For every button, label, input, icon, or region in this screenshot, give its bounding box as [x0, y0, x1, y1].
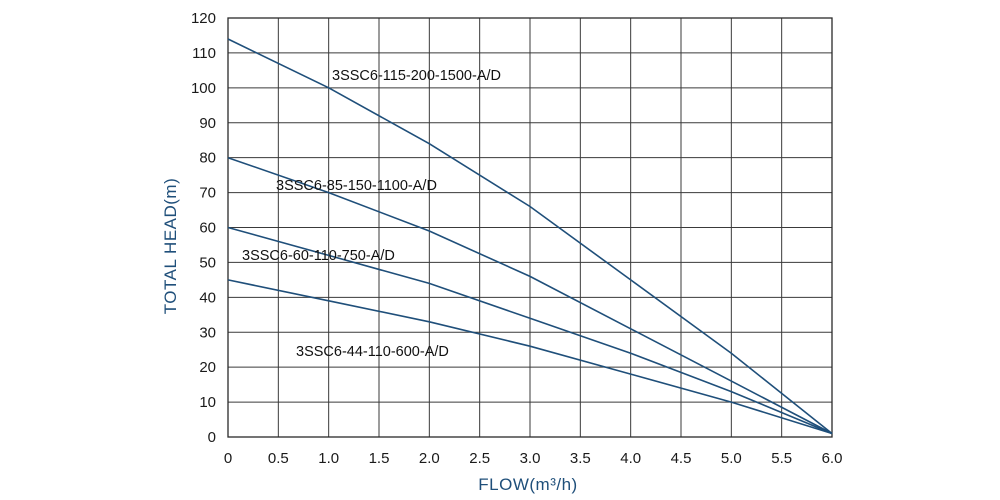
x-tick-label: 5.0 — [721, 450, 742, 467]
y-tick-label: 120 — [191, 10, 216, 27]
y-tick-label: 110 — [192, 45, 216, 62]
series-label-2: 3SSC6-85-150-1100-A/D — [276, 178, 437, 194]
y-tick-label: 80 — [199, 150, 216, 167]
series-line-4 — [227, 279, 833, 435]
series-lines — [227, 38, 833, 435]
y-tick-label: 100 — [191, 80, 216, 97]
x-tick-label: 1.0 — [318, 450, 339, 467]
x-tick-label: 0 — [224, 450, 232, 467]
y-tick-label: 60 — [199, 220, 216, 237]
y-tick-label: 20 — [199, 359, 216, 376]
x-tick-label: 2.0 — [419, 450, 440, 467]
y-tick-label: 90 — [199, 115, 216, 132]
series-line-1 — [227, 38, 833, 435]
y-tick-label: 10 — [199, 394, 216, 411]
y-axis-ticks: 0 10 20 30 40 50 60 70 80 90 100 110 120 — [191, 10, 216, 446]
x-tick-label: 2.5 — [469, 450, 490, 467]
x-tick-label: 0.5 — [268, 450, 289, 467]
y-tick-label: 70 — [199, 185, 216, 202]
x-tick-label: 3.5 — [570, 450, 591, 467]
x-tick-label: 4.0 — [620, 450, 641, 467]
y-tick-label: 30 — [199, 324, 216, 341]
x-tick-label: 3.0 — [520, 450, 541, 467]
y-tick-label: 40 — [199, 289, 216, 306]
x-tick-label: 6.0 — [822, 450, 843, 467]
series-labels: 3SSC6-115-200-1500-A/D 3SSC6-85-150-1100… — [242, 68, 501, 360]
series-line-3 — [227, 226, 833, 435]
x-axis-ticks: 0 0.5 1.0 1.5 2.0 2.5 3.0 3.5 4.0 4.5 5.0 5.5 6.0 — [224, 450, 843, 467]
grid — [227, 17, 833, 438]
y-tick-label: 0 — [208, 429, 216, 446]
series-line-2 — [227, 156, 833, 435]
y-axis-title: TOTAL HEAD(m) — [161, 178, 180, 315]
series-label-4: 3SSC6-44-110-600-A/D — [296, 344, 449, 360]
x-tick-label: 1.5 — [369, 450, 390, 467]
series-label-1: 3SSC6-115-200-1500-A/D — [332, 68, 501, 84]
x-tick-label: 4.5 — [671, 450, 692, 467]
x-tick-label: 5.5 — [771, 450, 792, 467]
series-label-3: 3SSC6-60-110-750-A/D — [242, 248, 395, 264]
y-tick-label: 50 — [199, 254, 216, 271]
x-axis-title: FLOW(m³/h) — [478, 475, 577, 494]
